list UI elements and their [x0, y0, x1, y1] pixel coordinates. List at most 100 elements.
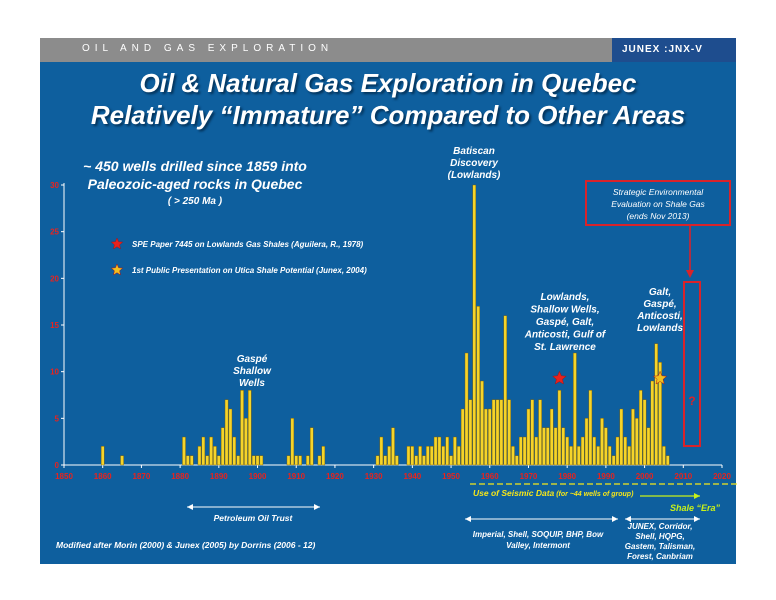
companies1-label: Imperial, Shell, SOQUIP, BHP, Bow — [473, 530, 604, 539]
bar — [375, 455, 380, 466]
strategic-annotation: Evaluation on Shale Gas — [611, 199, 705, 209]
bar — [189, 455, 194, 466]
x-tick-label: 2000 — [636, 472, 654, 481]
y-tick-label: 15 — [50, 321, 59, 330]
bar — [534, 436, 538, 466]
bar — [437, 436, 442, 466]
galt-annotation: Galt, — [649, 287, 671, 298]
forecast-box — [683, 281, 701, 447]
bar — [666, 455, 670, 466]
bar — [453, 436, 457, 466]
x-tick-label: 1990 — [597, 472, 615, 481]
bar — [232, 436, 237, 466]
companies1-label: Valley, Intermont — [506, 541, 570, 550]
bar — [209, 436, 213, 466]
bar — [464, 352, 469, 466]
bar — [228, 408, 233, 466]
bar — [201, 436, 206, 466]
y-tick-label: 25 — [50, 228, 59, 237]
bar — [484, 408, 488, 466]
x-tick-label: 2010 — [674, 472, 692, 481]
bar — [379, 436, 384, 466]
bar — [538, 399, 542, 466]
bar — [248, 390, 252, 466]
bar — [503, 315, 507, 466]
bar — [600, 418, 604, 466]
lowlands-annotation: Lowlands, — [541, 292, 590, 303]
bar — [615, 436, 620, 466]
bar — [120, 455, 124, 466]
bar — [387, 446, 391, 466]
bar — [406, 446, 411, 466]
bar — [445, 436, 449, 466]
intro-line-1: ~ 450 wells drilled since 1859 into — [83, 158, 307, 174]
credit-note: Modified after Morin (2000) & Junex (200… — [56, 540, 315, 550]
companies2-arrow-left — [625, 516, 631, 522]
bar — [321, 446, 326, 466]
lowlands-annotation: Shallow Wells, — [530, 305, 599, 316]
bar — [182, 436, 186, 466]
bar — [100, 446, 105, 466]
bar — [426, 446, 430, 466]
gaspe-annotation: Wells — [239, 378, 265, 389]
title-line-1: Oil & Natural Gas Exploration in Quebec — [139, 68, 637, 98]
strategic-box — [585, 180, 731, 226]
title-line-2: Relatively “Immature” Compared to Other … — [90, 100, 686, 130]
bar — [569, 446, 573, 466]
x-tick-label: 2020 — [713, 472, 731, 481]
intro-line-3: ( > 250 Ma ) — [167, 196, 223, 207]
bar — [472, 184, 477, 466]
x-tick-label: 1980 — [558, 472, 576, 481]
bar — [530, 399, 535, 466]
x-tick-label: 1870 — [133, 472, 151, 481]
bar — [217, 455, 221, 466]
bar — [197, 446, 202, 466]
bar — [186, 455, 190, 466]
x-tick-label: 1850 — [55, 472, 73, 481]
bar — [391, 427, 395, 466]
bar — [480, 380, 484, 466]
bar — [638, 390, 643, 466]
legend-star-junex — [110, 263, 124, 276]
companies1-arrow-right — [612, 516, 618, 522]
bar — [546, 427, 550, 466]
bar — [460, 408, 465, 466]
x-tick-label: 1940 — [403, 472, 421, 481]
bar — [611, 455, 616, 466]
bar — [522, 436, 527, 466]
bar — [414, 455, 418, 466]
bar — [565, 436, 569, 466]
bar — [220, 427, 225, 466]
bar — [286, 455, 291, 466]
bar — [577, 446, 581, 466]
bar — [491, 399, 496, 466]
companies2-label: Forest, Canbriam — [627, 552, 693, 561]
x-tick-label: 1930 — [365, 472, 383, 481]
bar — [608, 446, 612, 466]
brand-box — [612, 38, 736, 62]
petroleum-arrow-left — [187, 504, 193, 510]
y-tick-label: 0 — [55, 461, 60, 470]
bar — [549, 408, 554, 466]
seismic-label: Use of Seismic Data (for ~44 wells of gr… — [473, 488, 634, 498]
legend-star-spe — [110, 237, 124, 250]
bar — [642, 399, 647, 466]
bar — [623, 436, 627, 466]
bar — [251, 455, 256, 466]
y-tick-label: 10 — [50, 368, 59, 377]
bar — [410, 446, 415, 466]
bar — [511, 446, 515, 466]
galt-annotation: Anticosti, — [636, 311, 683, 322]
bar — [433, 436, 438, 466]
bar — [588, 390, 593, 466]
bar — [557, 390, 562, 466]
bar — [224, 399, 229, 466]
bar — [383, 455, 388, 466]
bar — [553, 427, 558, 466]
bar — [654, 343, 658, 466]
bar — [476, 306, 480, 466]
bar — [205, 455, 209, 466]
x-tick-label: 1860 — [94, 472, 112, 481]
shale-arrow-head — [694, 493, 700, 499]
bar — [429, 446, 434, 466]
